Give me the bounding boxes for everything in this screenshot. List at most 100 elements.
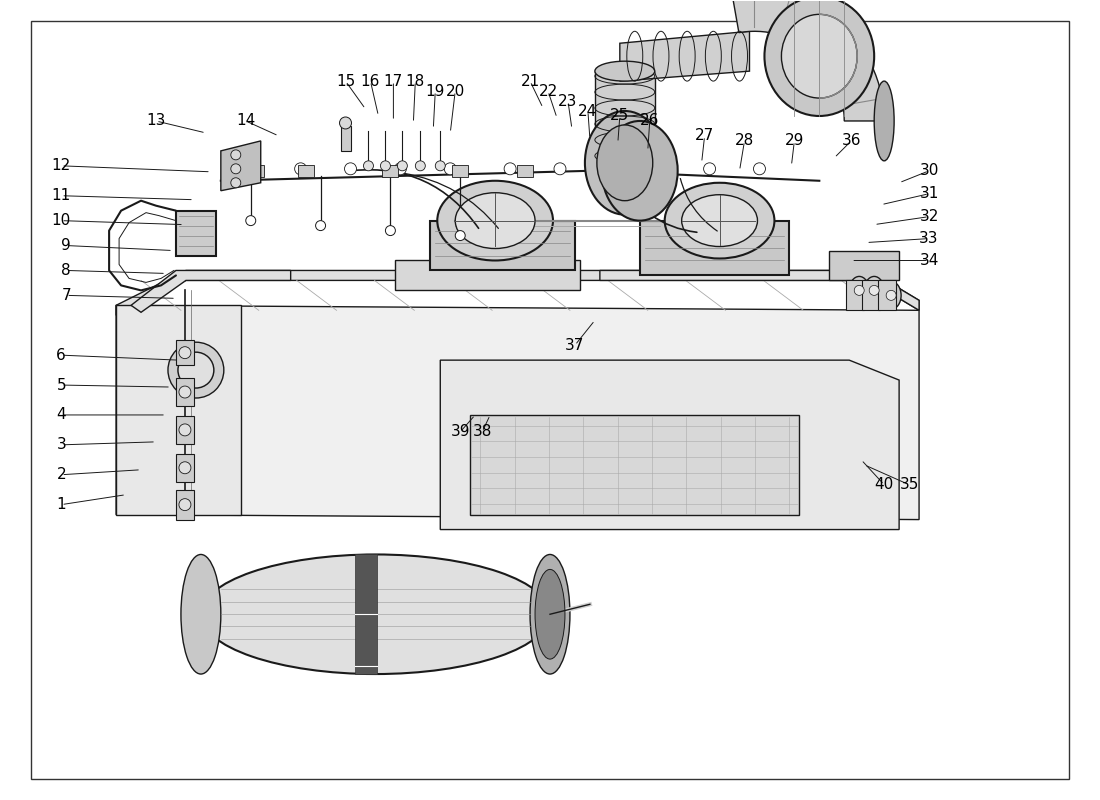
- Ellipse shape: [602, 121, 678, 221]
- Circle shape: [869, 286, 879, 295]
- Circle shape: [455, 230, 465, 241]
- Text: 28: 28: [735, 134, 755, 149]
- Ellipse shape: [595, 61, 654, 81]
- Text: 39: 39: [451, 424, 470, 439]
- Text: 33: 33: [920, 231, 938, 246]
- Circle shape: [855, 286, 865, 295]
- Text: 21: 21: [520, 74, 540, 89]
- Text: 26: 26: [640, 114, 659, 129]
- Polygon shape: [732, 0, 884, 121]
- Circle shape: [436, 161, 446, 170]
- Polygon shape: [221, 141, 261, 190]
- Circle shape: [395, 163, 406, 174]
- Polygon shape: [829, 250, 899, 281]
- Text: 9: 9: [62, 238, 72, 253]
- Circle shape: [653, 163, 666, 174]
- Circle shape: [179, 346, 191, 358]
- Text: 12: 12: [52, 158, 70, 174]
- Text: 19: 19: [426, 83, 446, 98]
- Text: 4: 4: [56, 407, 66, 422]
- Circle shape: [504, 163, 516, 174]
- Bar: [383, 165, 398, 177]
- Bar: [176, 490, 194, 519]
- Text: 37: 37: [565, 338, 584, 353]
- Text: 30: 30: [920, 163, 938, 178]
- Text: 15: 15: [336, 74, 355, 89]
- Polygon shape: [640, 221, 790, 275]
- Polygon shape: [878, 281, 896, 310]
- Ellipse shape: [682, 194, 758, 246]
- Bar: [470, 415, 800, 514]
- Circle shape: [179, 386, 191, 398]
- Polygon shape: [846, 281, 865, 310]
- Circle shape: [363, 161, 373, 170]
- Ellipse shape: [530, 554, 570, 674]
- Circle shape: [754, 163, 766, 174]
- Bar: [341, 126, 351, 151]
- Circle shape: [245, 163, 256, 174]
- Circle shape: [179, 498, 191, 510]
- Text: 7: 7: [62, 288, 72, 303]
- Polygon shape: [117, 270, 920, 315]
- Ellipse shape: [874, 81, 894, 161]
- Text: 16: 16: [361, 74, 381, 89]
- Text: 6: 6: [56, 348, 66, 362]
- Bar: [298, 165, 314, 177]
- Ellipse shape: [180, 554, 221, 674]
- Text: 22: 22: [538, 83, 558, 98]
- Ellipse shape: [438, 181, 553, 261]
- Ellipse shape: [201, 554, 550, 674]
- Text: 25: 25: [610, 109, 629, 123]
- Text: 29: 29: [784, 134, 804, 149]
- Circle shape: [245, 216, 255, 226]
- Text: 5: 5: [56, 378, 66, 393]
- Ellipse shape: [764, 0, 875, 116]
- Text: 24: 24: [579, 103, 597, 118]
- Polygon shape: [619, 31, 749, 81]
- Text: 18: 18: [406, 74, 425, 89]
- Text: 23: 23: [559, 94, 578, 109]
- Bar: [176, 454, 194, 482]
- Bar: [176, 416, 194, 444]
- Ellipse shape: [664, 182, 774, 258]
- Circle shape: [444, 163, 456, 174]
- Polygon shape: [131, 270, 290, 312]
- Polygon shape: [440, 360, 899, 530]
- Polygon shape: [600, 270, 920, 310]
- Ellipse shape: [585, 111, 664, 214]
- Text: 8: 8: [62, 263, 72, 278]
- Polygon shape: [176, 210, 216, 255]
- Ellipse shape: [881, 282, 901, 310]
- Text: 32: 32: [920, 209, 938, 224]
- Circle shape: [340, 117, 352, 129]
- Text: 2: 2: [56, 467, 66, 482]
- Text: 40: 40: [874, 478, 894, 492]
- Circle shape: [295, 163, 307, 174]
- Circle shape: [887, 290, 896, 300]
- Circle shape: [397, 161, 407, 170]
- Circle shape: [416, 161, 426, 170]
- Polygon shape: [595, 71, 654, 163]
- Circle shape: [316, 221, 326, 230]
- Ellipse shape: [535, 570, 565, 659]
- Circle shape: [554, 163, 566, 174]
- Ellipse shape: [781, 14, 857, 98]
- Ellipse shape: [455, 193, 535, 249]
- Circle shape: [168, 342, 223, 398]
- Polygon shape: [862, 281, 880, 310]
- Ellipse shape: [865, 277, 884, 304]
- Text: 20: 20: [446, 83, 465, 98]
- Ellipse shape: [597, 125, 652, 201]
- Text: 35: 35: [900, 478, 918, 492]
- Text: 31: 31: [920, 186, 938, 202]
- Bar: [248, 165, 264, 177]
- Bar: [647, 165, 662, 177]
- Bar: [355, 554, 377, 674]
- Polygon shape: [117, 306, 241, 514]
- Circle shape: [179, 424, 191, 436]
- Text: 11: 11: [52, 188, 70, 203]
- Ellipse shape: [849, 277, 869, 304]
- Bar: [592, 165, 608, 177]
- Polygon shape: [395, 261, 580, 290]
- Circle shape: [231, 150, 241, 160]
